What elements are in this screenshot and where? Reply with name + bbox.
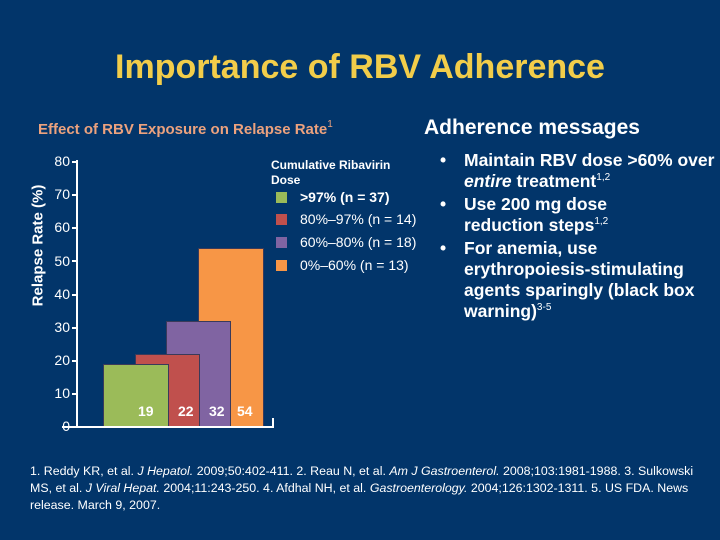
y-tick bbox=[72, 194, 77, 196]
chart-title: Effect of RBV Exposure on Relapse Rate1 bbox=[38, 119, 333, 139]
bar-value-label: 19 bbox=[138, 403, 154, 419]
chart-title-ref: 1 bbox=[327, 119, 333, 130]
ref-text: 2004;11:243-250. 4. Afdhal NH, et al. bbox=[159, 481, 370, 495]
legend-label: 0%–60% (n = 13) bbox=[300, 257, 409, 273]
ref-text: 1. Reddy KR, et al. bbox=[30, 464, 138, 478]
legend-swatch-red bbox=[276, 213, 287, 225]
bar-gt97 bbox=[103, 364, 169, 427]
legend-label: >97% (n = 37) bbox=[300, 189, 390, 205]
bullet-item: • Maintain RBV dose >60% over entire tre… bbox=[430, 150, 720, 192]
legend-label: 60%–80% (n = 18) bbox=[300, 234, 417, 250]
legend-item-80-97: 80%–97% (n = 14) bbox=[276, 211, 416, 227]
bullet-text: treatment bbox=[511, 171, 597, 191]
y-tick bbox=[72, 360, 77, 362]
bullet-text: For anemia, use erythropoiesis-stimulati… bbox=[464, 238, 695, 321]
bullet-icon: • bbox=[440, 238, 447, 258]
bar-value-label: 32 bbox=[209, 403, 225, 419]
y-tick-label: 60 bbox=[54, 219, 70, 235]
bullet-ref: 1,2 bbox=[594, 216, 609, 227]
ref-text: 2004;126:1302-1311. 5. US FDA. News rele… bbox=[30, 481, 689, 512]
slide-title: Importance of RBV Adherence bbox=[115, 48, 605, 86]
ref-journal: J Hepatol. bbox=[137, 464, 194, 478]
y-tick-label: 30 bbox=[54, 319, 70, 335]
y-tick-label: 70 bbox=[54, 186, 70, 202]
legend-title-line: Cumulative Ribavirin bbox=[271, 158, 391, 172]
x-axis-end-tick bbox=[272, 418, 274, 428]
legend-item-60-80: 60%–80% (n = 18) bbox=[276, 234, 416, 250]
bar-value-label: 22 bbox=[178, 403, 194, 419]
legend-label: 80%–97% (n = 14) bbox=[300, 211, 417, 227]
y-tick-label: 20 bbox=[54, 352, 70, 368]
y-tick bbox=[72, 227, 77, 229]
bar-value-label: 54 bbox=[237, 403, 253, 419]
bullet-text: Use 200 mg dose reduction steps bbox=[464, 194, 607, 235]
ref-text: 2009;50:402-411. 2. Reau N, et al. bbox=[193, 464, 390, 478]
y-tick bbox=[72, 327, 77, 329]
bullet-item: • For anemia, use erythropoiesis-stimula… bbox=[430, 238, 699, 322]
y-tick-label: 50 bbox=[54, 253, 70, 269]
y-tick bbox=[72, 294, 77, 296]
y-tick-label: 80 bbox=[54, 153, 70, 169]
legend-title: Cumulative Ribavirin Dose bbox=[271, 158, 390, 188]
bullet-ref: 3-5 bbox=[536, 302, 552, 313]
legend-title-line: Dose bbox=[271, 173, 301, 187]
y-tick-label: 10 bbox=[54, 385, 70, 401]
ref-journal: Gastroenterology. bbox=[369, 481, 468, 495]
legend-swatch-orange bbox=[276, 259, 287, 271]
ref-journal: J Viral Hepat. bbox=[85, 481, 160, 495]
ref-journal: Am J Gastroenterol. bbox=[389, 464, 500, 478]
adherence-bullets: • Maintain RBV dose >60% over entire tre… bbox=[430, 150, 720, 324]
legend-swatch-green bbox=[276, 191, 287, 203]
bullet-ref: 1,2 bbox=[596, 172, 611, 183]
y-tick bbox=[72, 260, 77, 262]
y-tick bbox=[72, 393, 77, 395]
y-tick-label: 40 bbox=[54, 286, 70, 302]
bullet-icon: • bbox=[440, 150, 447, 170]
legend-item-gt97: >97% (n = 37) bbox=[276, 189, 390, 205]
bullet-text: Maintain RBV dose >60% over bbox=[464, 150, 715, 170]
y-tick bbox=[72, 161, 77, 163]
chart-title-text: Effect of RBV Exposure on Relapse Rate bbox=[38, 121, 328, 138]
bullet-icon: • bbox=[440, 194, 447, 214]
x-axis-line bbox=[62, 426, 274, 428]
adherence-title: Adherence messages bbox=[424, 116, 640, 139]
y-axis-line bbox=[76, 160, 78, 428]
bullet-item: • Use 200 mg dose reduction steps1,2 bbox=[430, 194, 674, 236]
ref-text: 2008;103:1981-1988. 3. Sulkowski MS, et … bbox=[30, 464, 694, 495]
references: 1. Reddy KR, et al. J Hepatol. 2009;50:4… bbox=[30, 463, 700, 514]
bullet-emphasis: entire bbox=[464, 171, 512, 191]
legend-item-0-60: 0%–60% (n = 13) bbox=[276, 257, 409, 273]
legend-swatch-purple bbox=[276, 236, 287, 248]
